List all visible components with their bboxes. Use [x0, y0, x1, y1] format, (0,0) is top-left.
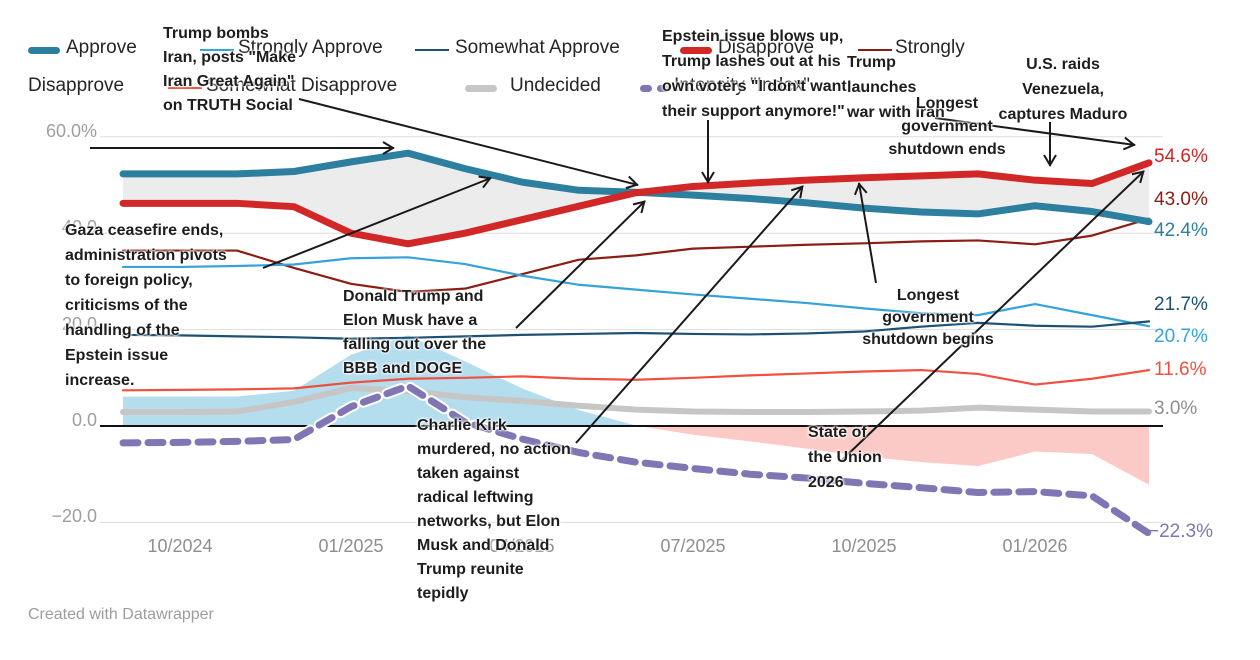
net-approval-negative-area — [123, 426, 1149, 485]
annotation-maduro: U.S. raids Venezuela, captures Maduro — [998, 56, 1128, 123]
y-axis-tick: 20.0 — [61, 313, 97, 334]
annotation-kirk: Charlie Kirk murdered, no action taken a… — [417, 417, 571, 602]
annotation-shutdown-ends: Longest government shutdown ends — [888, 95, 1006, 158]
disapprove-line — [119, 159, 1153, 248]
net-approval-positive-area — [123, 335, 1149, 426]
end-label-disapprove: 54.6% — [1154, 146, 1208, 167]
annotation-arrow — [515, 200, 646, 329]
y-axis-tick: −20.0 — [51, 506, 97, 527]
x-axis-tick: 07/2025 — [660, 536, 726, 556]
strongly-disapprove-line — [121, 217, 1151, 294]
x-axis-tick: 10/2025 — [831, 536, 897, 556]
strongly-approve-line — [121, 256, 1151, 328]
datawrapper-credit-link[interactable]: Created with Datawrapper — [28, 606, 214, 623]
legend-item-strongly_disapprove: Strongly — [895, 37, 965, 58]
end-label-somewhat-disapprove: 11.6% — [1154, 359, 1207, 380]
annotation-arrows — [90, 98, 1145, 461]
legend-item-disapprove: Disapprove — [718, 37, 815, 58]
legend-item-somewhat_approve: Somewhat Approve — [455, 37, 620, 58]
legend-item-somewhat_disapprove: Somewhat Disapprove — [206, 75, 398, 96]
legend-symbol-disapprove — [680, 46, 712, 54]
end-label-undecided: 3.0% — [1154, 398, 1198, 419]
undecided-line — [120, 384, 1152, 416]
annotation-arrow — [575, 185, 804, 444]
legend-symbol-somewhat_disapprove — [168, 86, 202, 90]
legend-symbol-intensity — [640, 84, 670, 92]
x-axis-tick: 04/2025 — [489, 536, 555, 556]
annotation-war-iran: Trump launches war with Iran — [847, 54, 945, 121]
annotation-trump-bombs: Trump bombs Iran, posts "Make Iran Great… — [163, 25, 296, 114]
gridlines — [100, 136, 1163, 523]
x-axis-tick: 10/2024 — [147, 536, 213, 556]
legend-item-strongly_approve: Strongly Approve — [238, 37, 383, 58]
legend-symbol-strongly_disapprove — [858, 48, 892, 52]
y-axis-tick: 40.0 — [61, 217, 97, 238]
annotation-arrow — [262, 175, 492, 269]
annotation-musk: Donald Trump and Elon Musk have a fallin… — [343, 288, 487, 377]
legend-symbol-undecided — [465, 84, 497, 92]
y-axis-tick: 60.0% — [45, 120, 97, 141]
end-label-strongly-disapprove: 43.0% — [1154, 189, 1208, 210]
annotation-gaza: Gaza ceasefire ends, administration pivo… — [65, 222, 227, 389]
legend-dash — [657, 84, 669, 92]
end-label-intensity-index: −22.3% — [1148, 521, 1213, 542]
y-axis-tick: 0.0 — [71, 410, 97, 430]
annotation-shutdown-begins: Longest government shutdown begins — [862, 287, 994, 348]
annotation-arrow — [934, 117, 1136, 151]
legend-item-intensity: Intensity "Index" — [674, 75, 811, 96]
end-label-somewhat-approve: 21.7% — [1154, 294, 1208, 315]
annotation-arrow — [853, 182, 877, 284]
annotation-arrow — [841, 170, 1145, 461]
somewhat-disapprove-line — [121, 368, 1151, 392]
annotation-arrow — [298, 98, 639, 190]
legend-item-strongly_disapprove-wrap: Disapprove — [28, 75, 125, 96]
legend-item-approve: Approve — [66, 37, 137, 58]
x-axis-tick: 01/2025 — [318, 536, 384, 556]
annotation-sotu: State of the Union 2026 — [808, 424, 882, 491]
approval-gap-band — [123, 153, 1149, 244]
somewhat-approve-line — [121, 320, 1151, 340]
legend-item-undecided: Undecided — [510, 75, 601, 96]
legend-symbol-somewhat_approve — [415, 48, 449, 52]
legend-dash — [640, 84, 652, 92]
x-axis-tick: 01/2026 — [1002, 536, 1068, 556]
annotation-epstein: Epstein issue blows up, Trump lashes out… — [662, 28, 847, 120]
intensity-index-line — [119, 382, 1153, 537]
legend-symbol-strongly_approve — [200, 48, 234, 52]
series-lines — [117, 149, 1155, 539]
end-label-approve: 42.4% — [1154, 220, 1208, 241]
legend-symbol-approve — [28, 46, 60, 54]
end-label-strongly-approve: 20.7% — [1154, 326, 1208, 347]
